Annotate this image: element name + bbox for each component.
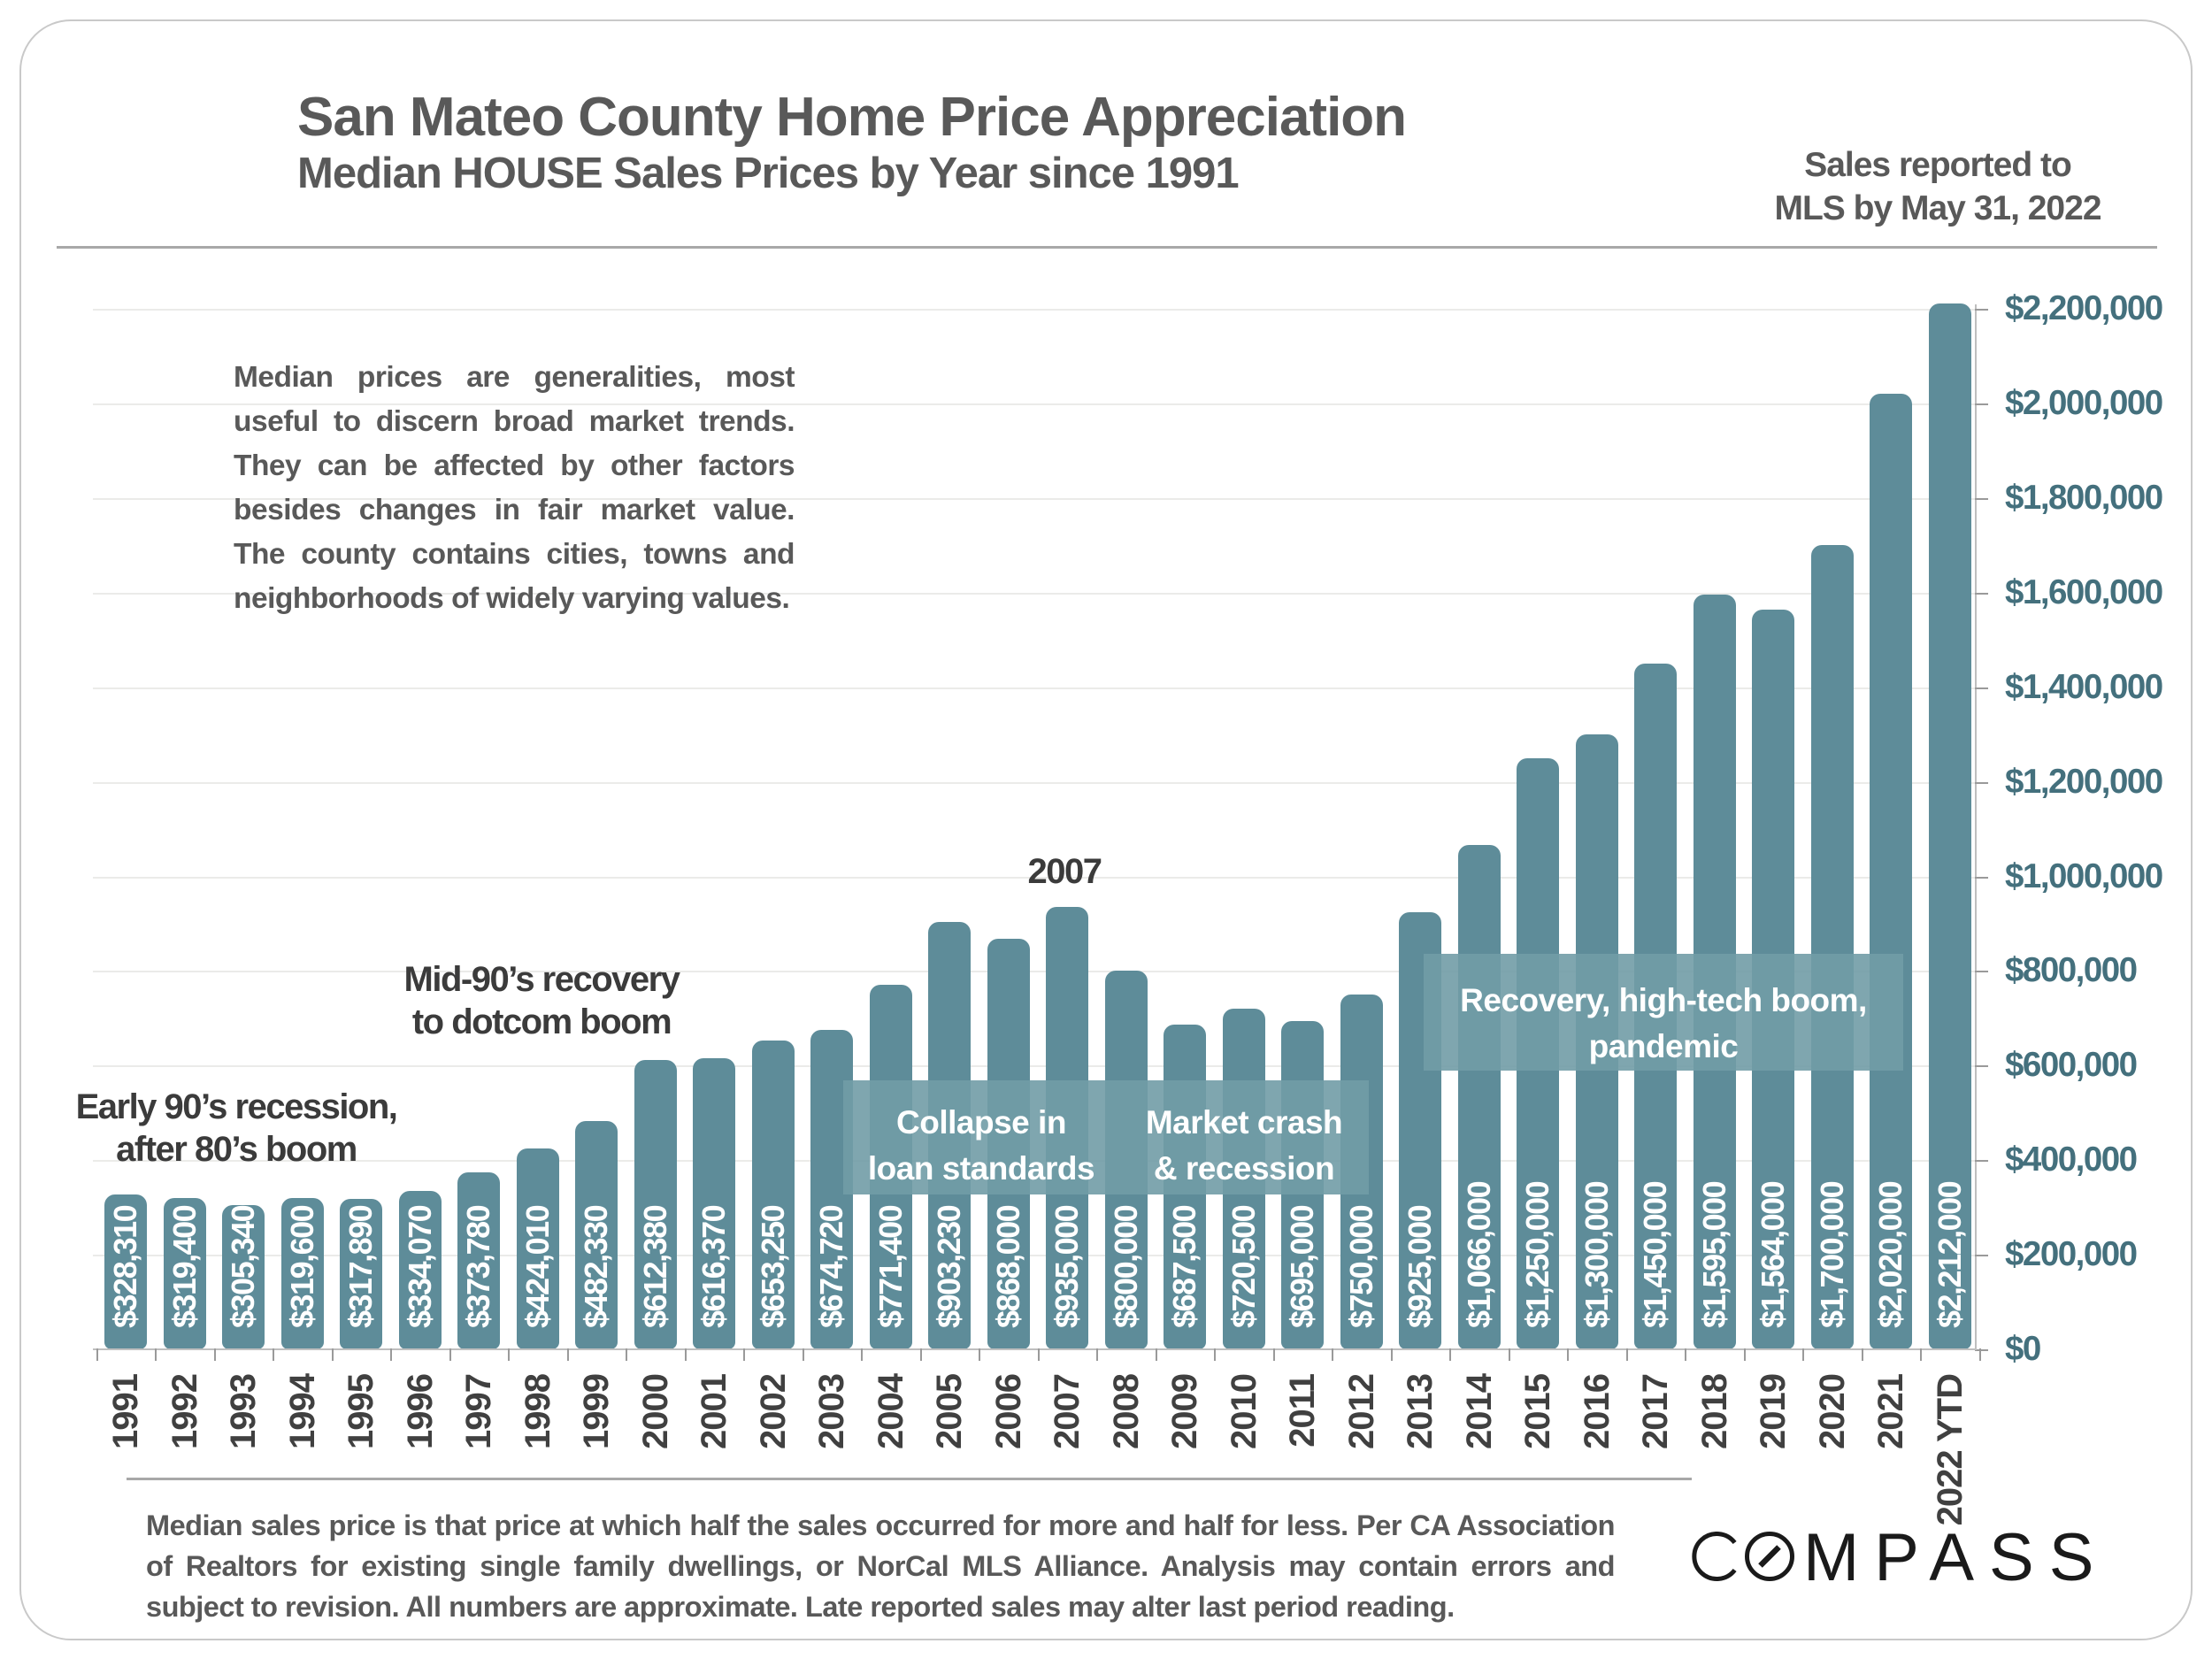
svg-text:MPASS: MPASS [1803, 1532, 2099, 1586]
